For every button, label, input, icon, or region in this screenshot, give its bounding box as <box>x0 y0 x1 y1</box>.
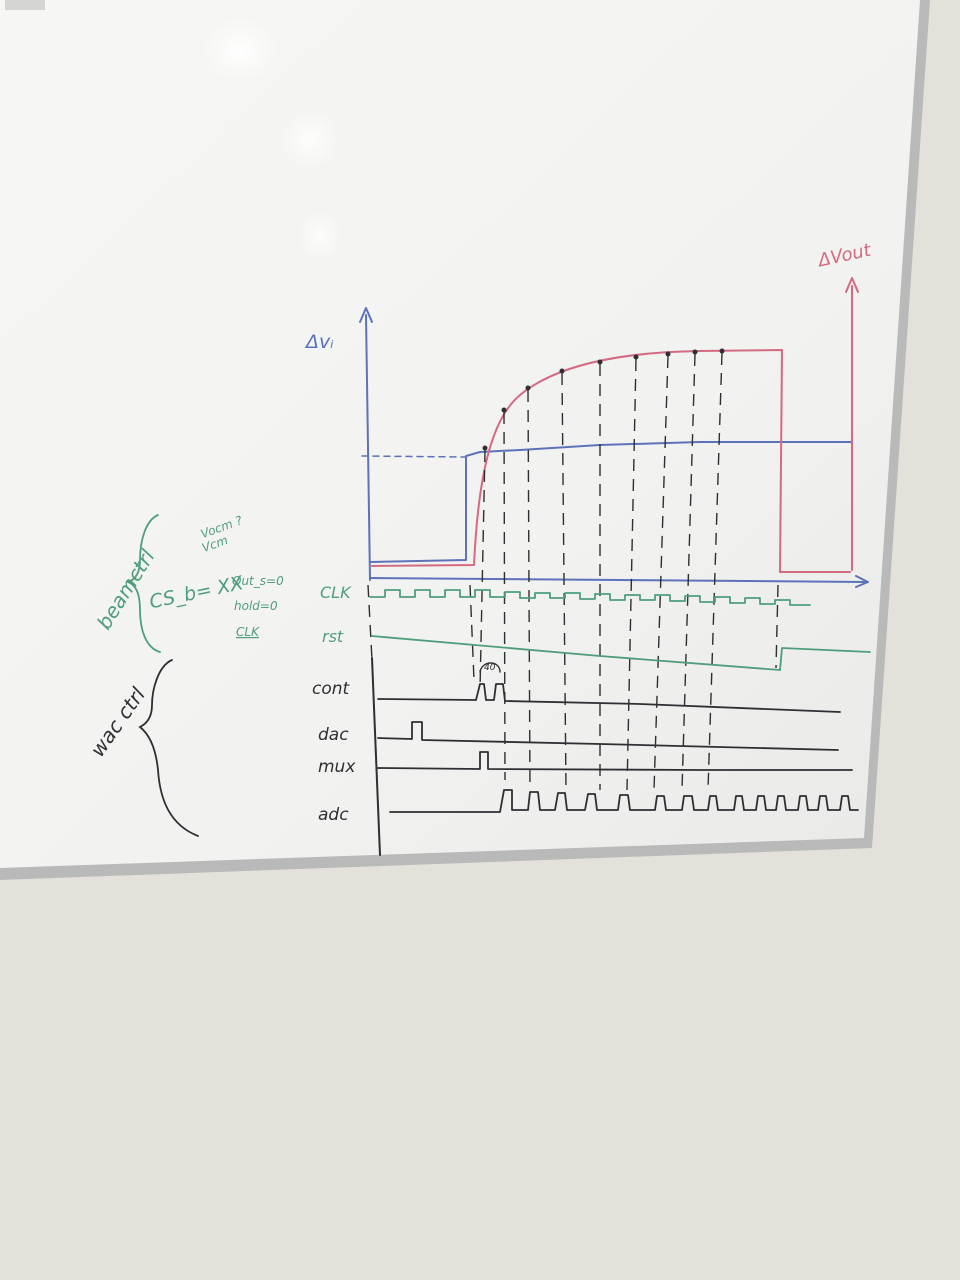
mux-trace <box>377 751 853 771</box>
sample-guides <box>367 352 779 791</box>
rst-signal-label: rst <box>322 627 344 646</box>
adc-trace <box>389 789 859 813</box>
sample-dot <box>525 385 531 391</box>
digital-axis <box>371 657 381 856</box>
sample-dot <box>597 359 603 365</box>
sample-dot <box>665 351 671 357</box>
adc-signal-label: adc <box>318 805 349 825</box>
right-y-axis-arrow <box>845 277 859 293</box>
sample-dot <box>559 368 565 374</box>
left-y-axis-arrow <box>359 307 373 323</box>
sample-dot <box>501 407 507 413</box>
sample-dot <box>719 348 725 354</box>
rst-trace <box>371 635 871 671</box>
x-axis <box>369 577 867 583</box>
dac-signal-label: dac <box>318 725 349 745</box>
cont-signal-label: cont <box>312 679 351 699</box>
sample-dot <box>482 445 488 451</box>
light-glare <box>280 110 340 170</box>
sample-dot <box>692 349 698 355</box>
pulse-note: 40 <box>484 663 496 673</box>
input-dash <box>361 455 467 458</box>
hold-note: hold=0 <box>234 599 278 613</box>
pulse-annotation <box>479 662 501 673</box>
clk-note: CLK <box>236 625 260 639</box>
board-corner-mark <box>5 0 45 10</box>
whiteboard <box>0 0 920 868</box>
output-response-curve <box>371 349 851 573</box>
mux-signal-label: mux <box>318 757 356 777</box>
light-glare <box>200 15 280 85</box>
left-axis-label: Δvᵢ <box>304 331 334 353</box>
sample-dot <box>633 354 639 360</box>
cont-trace <box>377 683 841 713</box>
analog-graph <box>359 277 869 588</box>
dac-trace <box>377 721 839 751</box>
out-note: Out_s=0 <box>232 574 284 588</box>
x-axis-arrow <box>855 575 869 588</box>
light-glare <box>298 210 342 260</box>
clk-signal-label: CLK <box>320 583 352 602</box>
timing-diagram <box>369 589 871 856</box>
clk-trace <box>369 589 811 606</box>
input-step-curve <box>369 441 853 563</box>
green-bracket <box>125 514 161 653</box>
black-bracket <box>138 659 199 837</box>
left-y-axis <box>365 314 371 581</box>
